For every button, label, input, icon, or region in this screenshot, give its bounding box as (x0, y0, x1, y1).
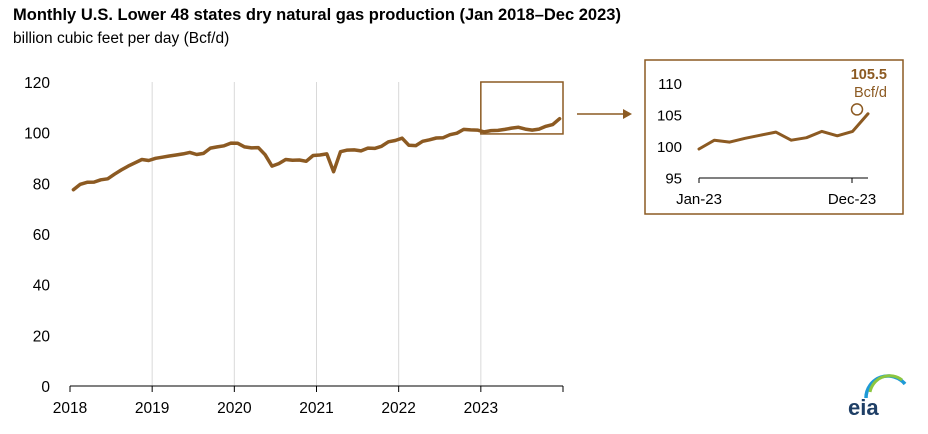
y-axis-unit-label: billion cubic feet per day (Bcf/d) (13, 30, 230, 47)
inset-y-tick-label: 105 (657, 108, 682, 125)
x-tick-label: 2023 (464, 400, 498, 417)
highlight-group (480, 81, 632, 135)
series-line (71, 116, 562, 192)
main-axes (69, 385, 564, 392)
x-tick-label: 2018 (53, 400, 87, 417)
eia-logo: eia (848, 374, 907, 420)
inset-x-tick-label: Dec-23 (828, 191, 876, 208)
chart-title: Monthly U.S. Lower 48 states dry natural… (13, 6, 621, 24)
y-tick-label: 20 (33, 328, 51, 345)
inset-y-tick-label: 95 (665, 171, 682, 188)
inset-annotation-value: 105.5 (851, 67, 887, 83)
y-tick-label: 100 (24, 126, 50, 143)
y-tick-label: 80 (33, 176, 51, 193)
eia-logo-text: eia (848, 395, 879, 420)
x-tick-label: 2020 (217, 400, 252, 417)
inset-y-tick-label: 100 (657, 139, 682, 156)
inset-annotation-marker (850, 103, 864, 116)
inset-annotation-unit: Bcf/d (854, 85, 887, 101)
main-series (71, 116, 562, 192)
x-tick-label: 2021 (299, 400, 333, 417)
highlight-box (480, 81, 564, 135)
y-tick-label: 0 (41, 379, 50, 396)
main-y-tick-labels: 0 20 40 60 80 100 120 (24, 75, 50, 396)
inset-frame (644, 59, 904, 215)
y-tick-label: 40 (33, 278, 51, 295)
x-tick-label: 2022 (381, 400, 415, 417)
y-tick-label: 120 (24, 75, 50, 92)
callout-arrow-head (623, 109, 632, 119)
inset-series-line (697, 112, 870, 151)
main-gridlines (151, 82, 482, 386)
y-tick-label: 60 (33, 227, 51, 244)
eia-logo-arc-green (868, 374, 903, 393)
inset-x-tick-label: Jan-23 (676, 191, 722, 208)
inset-y-tick-label: 110 (658, 76, 682, 93)
main-x-tick-labels: 2018 2019 2020 2021 2022 2023 (53, 400, 498, 417)
inset-chart: 95 100 105 110 Jan-23 Dec-23 105.5 Bcf/d (644, 59, 904, 215)
x-tick-label: 2019 (135, 400, 169, 417)
